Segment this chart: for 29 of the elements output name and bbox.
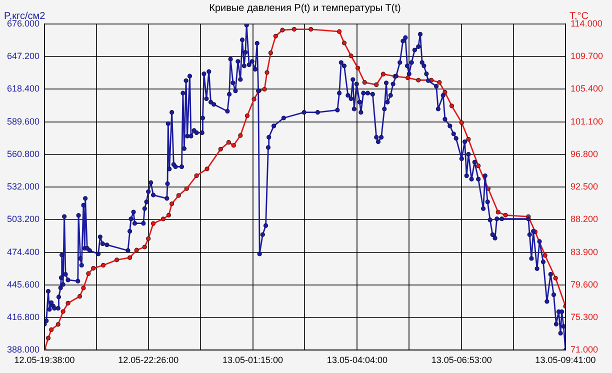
y-tick-label: 503.200 [6, 214, 40, 224]
chart-title: Кривые давления P(t) и температуры T(t) [209, 2, 401, 14]
y-tick-label: 618.400 [6, 84, 40, 94]
x-tick-label: 13.05-01:15:00 [222, 355, 284, 366]
y-tick-label: 647.200 [6, 51, 40, 62]
y-tick-label: 560.800 [6, 148, 40, 159]
y2-tick-label: 96.800 [570, 148, 598, 159]
y-tick-label: 388.000 [6, 344, 40, 355]
y-tick-label: 474.400 [6, 246, 40, 257]
y-tick-label: 532.000 [6, 182, 40, 192]
y2-tick-label: 101.100 [570, 116, 604, 126]
y-tick-label: 445.600 [6, 279, 40, 290]
x-tick-label: 12.05-19:38:00 [14, 355, 75, 366]
y2-tick-label: 75.300 [570, 312, 598, 322]
y2-tick-label: 92.500 [570, 182, 598, 192]
x-tick-label: 13.05-09:41:00 [535, 355, 596, 366]
x-tick-label: 13.05-04:04:00 [326, 355, 388, 366]
x-tick-label: 12.05-22:26:00 [118, 355, 179, 366]
y2-tick-label: 79.600 [570, 279, 598, 290]
y2-tick-label: 83.900 [570, 246, 598, 257]
y2-tick-label: 109.700 [570, 51, 604, 62]
x-tick-label: 13.05-06:53:00 [431, 355, 492, 366]
y-tick-label: 589.600 [6, 116, 40, 126]
y2-tick-label: 88.200 [570, 214, 598, 224]
y-axis-title: P,кгс/см2 [4, 10, 46, 22]
y-tick-label: 416.800 [6, 312, 40, 322]
y2-axis-title: T,°C [569, 10, 588, 22]
y2-tick-label: 105.400 [570, 84, 604, 94]
y2-tick-label: 71.000 [570, 344, 598, 355]
